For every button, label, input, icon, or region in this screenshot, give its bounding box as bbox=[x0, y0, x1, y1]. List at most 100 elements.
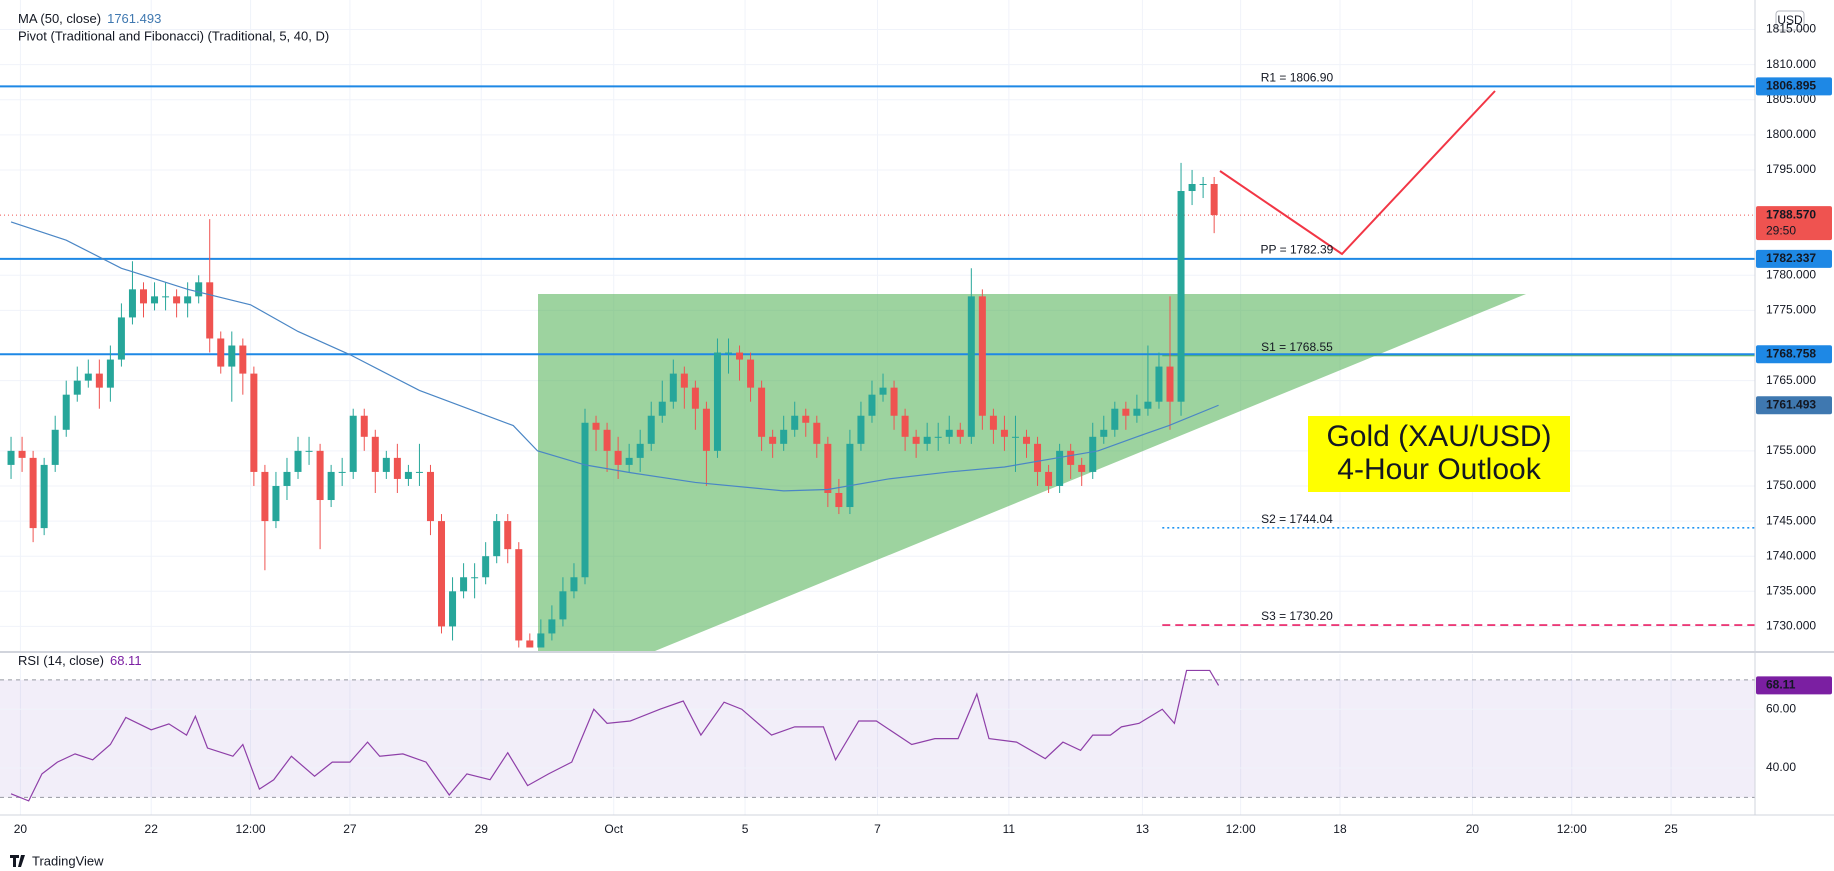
candle-body bbox=[40, 464, 48, 529]
ma-legend: MA (50, close) 1761.493 bbox=[18, 11, 161, 26]
pivot-label: S2 = 1744.04 bbox=[1261, 512, 1333, 526]
hline-tag-bg bbox=[1756, 345, 1832, 364]
candle-body bbox=[51, 429, 59, 465]
candle-body bbox=[813, 422, 821, 444]
candle-body bbox=[945, 429, 953, 437]
candle-body bbox=[1078, 464, 1086, 472]
candle-body bbox=[592, 422, 600, 430]
candle-body bbox=[691, 387, 699, 409]
candle-body bbox=[228, 345, 236, 367]
candle-body bbox=[294, 450, 302, 472]
hline-tag-bg bbox=[1756, 249, 1832, 268]
forecast-arrow bbox=[1219, 90, 1496, 256]
x-tick-label: Oct bbox=[604, 822, 623, 836]
candle-body bbox=[1155, 366, 1163, 402]
candle-body bbox=[316, 450, 324, 501]
y-tick-label: 1815.000 bbox=[1766, 22, 1816, 36]
brand-logo bbox=[10, 855, 25, 867]
candle-body bbox=[1089, 436, 1097, 472]
candle-body bbox=[669, 373, 677, 402]
candle-body bbox=[438, 521, 446, 627]
x-tick-label: 7 bbox=[874, 822, 881, 836]
candle-body bbox=[338, 471, 346, 473]
rsi-tag-bg bbox=[1756, 676, 1832, 695]
candle-body bbox=[603, 429, 611, 451]
x-tick-label: 20 bbox=[14, 822, 28, 836]
candle-body bbox=[515, 549, 523, 641]
candle-body bbox=[769, 436, 777, 444]
candle-body bbox=[1122, 408, 1130, 416]
candle-body bbox=[360, 415, 368, 437]
candle-body bbox=[1011, 436, 1019, 438]
pivot-label: S3 = 1730.20 bbox=[1261, 609, 1333, 623]
x-tick-label: 12:00 bbox=[1226, 822, 1256, 836]
candle-body bbox=[912, 436, 920, 444]
y-tick-label: 1765.000 bbox=[1766, 373, 1816, 387]
candle-body bbox=[250, 373, 258, 472]
rsi-label: RSI (14, close) bbox=[18, 653, 104, 668]
candle-body bbox=[382, 457, 390, 472]
candle-body bbox=[835, 492, 843, 508]
candle-body bbox=[206, 282, 214, 339]
hline-tag-bg bbox=[1756, 77, 1832, 96]
rsi-band bbox=[0, 679, 1755, 798]
y-tick-label: 1730.000 bbox=[1766, 619, 1816, 633]
candle-body bbox=[29, 457, 37, 529]
ascending-triangle bbox=[538, 294, 1526, 651]
candle-body bbox=[1023, 436, 1031, 444]
overlay-layer: Gold (XAU/USD) 4-Hour Outlook bbox=[1219, 90, 1570, 492]
candle-body bbox=[62, 394, 70, 430]
pivot-label: R1 = 1806.90 bbox=[1261, 71, 1334, 85]
candle-body bbox=[371, 436, 379, 472]
candle-body bbox=[780, 429, 788, 444]
candle-body bbox=[581, 422, 589, 578]
candle-body bbox=[117, 317, 125, 360]
hline-tag: 1806.895 bbox=[1766, 79, 1816, 93]
ma-tag: 1761.493 bbox=[1766, 397, 1816, 411]
candle-body bbox=[570, 577, 578, 592]
candle-body bbox=[1144, 401, 1152, 409]
candle-body bbox=[18, 450, 26, 458]
rsi-legend: RSI (14, close) 68.11 bbox=[18, 653, 142, 668]
candle-body bbox=[625, 457, 633, 465]
candle-body bbox=[967, 296, 975, 437]
candle-body bbox=[415, 471, 423, 473]
candle-body bbox=[537, 633, 545, 648]
candle-body bbox=[989, 415, 997, 430]
candle-body bbox=[1133, 408, 1141, 416]
axis-layer: USD 20 22 12:00 27 29 Oct 5 7 11 13 12:00 18 20 12:00… bbox=[0, 0, 1834, 836]
candle-body bbox=[404, 471, 412, 479]
hline-tag: 1782.337 bbox=[1766, 251, 1816, 265]
last-price-tag-bg bbox=[1756, 206, 1832, 241]
brand: TradingView bbox=[10, 853, 104, 868]
candle-body bbox=[349, 415, 357, 472]
candle-body bbox=[846, 443, 854, 508]
marks-layer bbox=[0, 85, 1755, 802]
rsi-tag: 68.11 bbox=[1766, 678, 1796, 692]
candle-body bbox=[1199, 183, 1207, 185]
candle-body bbox=[868, 394, 876, 416]
candle-body bbox=[184, 296, 192, 304]
candle-body bbox=[890, 387, 898, 416]
legend: MA (50, close) 1761.493 Pivot (Traditiona… bbox=[18, 11, 329, 668]
x-tick-label: 29 bbox=[475, 822, 489, 836]
candle-body bbox=[1111, 408, 1119, 430]
candle-body bbox=[73, 380, 81, 395]
ma-line bbox=[10, 221, 1219, 492]
candle-body bbox=[901, 415, 909, 437]
candle-body bbox=[426, 471, 434, 522]
candle-body bbox=[1034, 443, 1042, 472]
x-tick-label: 27 bbox=[343, 822, 357, 836]
brand-name: TradingView bbox=[32, 853, 104, 868]
x-tick-label: 12:00 bbox=[236, 822, 266, 836]
candle-body bbox=[1067, 450, 1075, 465]
candle-body bbox=[647, 415, 655, 444]
candle-body bbox=[791, 415, 799, 430]
candle-body bbox=[559, 591, 567, 620]
x-tick-label: 12:00 bbox=[1557, 822, 1587, 836]
candle-body bbox=[195, 282, 203, 297]
rsi-value: 68.11 bbox=[110, 653, 142, 668]
x-tick-label: 5 bbox=[742, 822, 749, 836]
x-tick-label: 20 bbox=[1466, 822, 1480, 836]
currency: USD bbox=[1777, 13, 1803, 27]
